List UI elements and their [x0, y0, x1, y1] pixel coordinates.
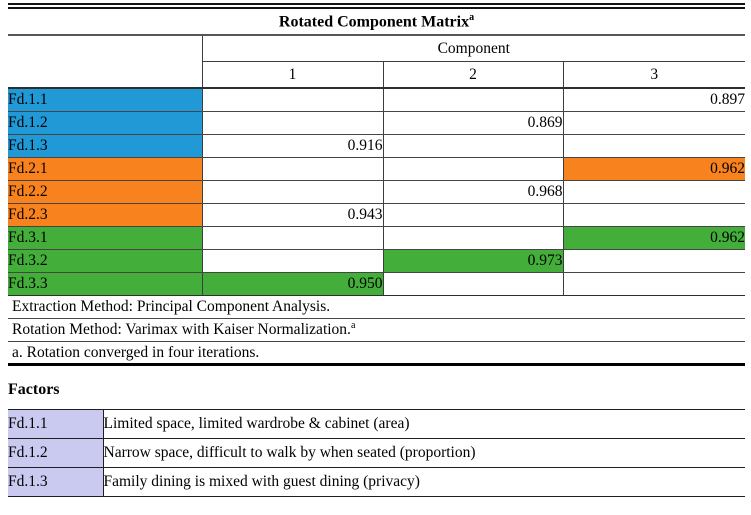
factor-row-fd13: Fd.1.3 Family dining is mixed with guest…	[8, 466, 745, 497]
matrix-cell	[201, 249, 383, 273]
document-page: Rotated Component Matrixa Component 1 2 …	[8, 3, 746, 497]
matrix-cell: 0.869	[382, 111, 563, 135]
matrix-row-fd11: Fd.1.1 0.897	[8, 88, 746, 112]
matrix-row-fd12: Fd.1.2 0.869	[8, 111, 746, 135]
matrix-cell	[562, 111, 746, 135]
matrix-cell	[201, 226, 383, 250]
factor-code: Fd.1.2	[8, 437, 104, 468]
rotated-component-matrix-table: Rotated Component Matrixa Component 1 2 …	[8, 9, 746, 366]
footnote-superscript-a: a	[350, 320, 356, 332]
column-header-2: 2	[382, 61, 563, 89]
matrix-cell	[382, 203, 563, 227]
matrix-row-fd13: Fd.1.3 0.916	[8, 134, 746, 158]
factors-heading: Factors	[8, 380, 60, 398]
matrix-row-label: Fd.3.1	[8, 226, 202, 250]
factor-row-fd12: Fd.1.2 Narrow space, difficult to walk b…	[8, 437, 745, 468]
matrix-cell: 0.916	[201, 134, 383, 158]
matrix-cell	[382, 157, 563, 181]
factor-code: Fd.1.1	[8, 408, 104, 439]
column-header-3: 3	[562, 61, 746, 89]
footnote-convergence: a. Rotation converged in four iterations…	[8, 341, 745, 364]
matrix-row-label: Fd.2.3	[8, 203, 202, 227]
factor-description: Family dining is mixed with guest dining…	[103, 466, 745, 497]
matrix-cell-highlighted: 0.950	[201, 272, 383, 296]
footnote-text: a. Rotation converged in four iterations…	[12, 344, 260, 362]
footnote-text: Rotation Method: Varimax with Kaiser Nor…	[12, 321, 351, 339]
table-title: Rotated Component Matrixa	[8, 9, 746, 36]
matrix-cell-highlighted: 0.973	[382, 249, 563, 273]
matrix-cell	[562, 272, 746, 296]
matrix-row-label: Fd.1.3	[8, 134, 202, 158]
matrix-cell	[382, 134, 563, 158]
matrix-cell	[562, 203, 746, 227]
matrix-cell-highlighted: 0.962	[562, 226, 746, 250]
matrix-row-label: Fd.3.3	[8, 272, 202, 296]
factor-row-fd11: Fd.1.1 Limited space, limited wardrobe &…	[8, 408, 745, 439]
table-top-double-rule	[8, 3, 745, 9]
matrix-cell	[201, 111, 383, 135]
title-superscript-a: a	[469, 12, 475, 24]
matrix-cell	[382, 272, 563, 296]
matrix-cell: 0.897	[562, 88, 746, 112]
matrix-row-fd32: Fd.3.2 0.973	[8, 249, 746, 273]
matrix-cell	[382, 88, 563, 112]
matrix-row-fd33: Fd.3.3 0.950	[8, 272, 746, 296]
matrix-cell	[562, 249, 746, 273]
matrix-cell	[201, 157, 383, 181]
matrix-cell	[562, 180, 746, 204]
matrix-cell	[382, 226, 563, 250]
column-header-1: 1	[201, 61, 383, 89]
matrix-row-label: Fd.3.2	[8, 249, 202, 273]
factors-table: Fd.1.1 Limited space, limited wardrobe &…	[8, 408, 745, 497]
header-stub-cell	[8, 35, 202, 89]
footnote-extraction-method: Extraction Method: Principal Component A…	[8, 295, 746, 319]
footnote-text: Extraction Method: Principal Component A…	[12, 298, 331, 316]
matrix-cell	[201, 88, 383, 112]
matrix-cell	[201, 180, 383, 204]
factor-code: Fd.1.3	[8, 466, 104, 497]
matrix-row-fd22: Fd.2.2 0.968	[8, 180, 746, 204]
factor-description: Narrow space, difficult to walk by when …	[103, 437, 745, 468]
component-header: Component	[201, 35, 746, 62]
matrix-row-label: Fd.2.1	[8, 157, 202, 181]
matrix-row-fd21: Fd.2.1 0.962	[8, 157, 746, 181]
factor-description: Limited space, limited wardrobe & cabine…	[103, 408, 745, 439]
matrix-cell: 0.943	[201, 203, 383, 227]
footnote-rotation-method: Rotation Method: Varimax with Kaiser Nor…	[8, 318, 746, 342]
matrix-row-label: Fd.2.2	[8, 180, 202, 204]
matrix-cell: 0.968	[382, 180, 563, 204]
table-title-text: Rotated Component Matrix	[278, 13, 470, 31]
matrix-row-fd31: Fd.3.1 0.962	[8, 226, 746, 250]
matrix-cell-highlighted: 0.962	[562, 157, 746, 181]
matrix-row-label: Fd.1.2	[8, 111, 202, 135]
matrix-row-fd23: Fd.2.3 0.943	[8, 203, 746, 227]
matrix-row-label: Fd.1.1	[8, 88, 202, 112]
matrix-cell	[562, 134, 746, 158]
